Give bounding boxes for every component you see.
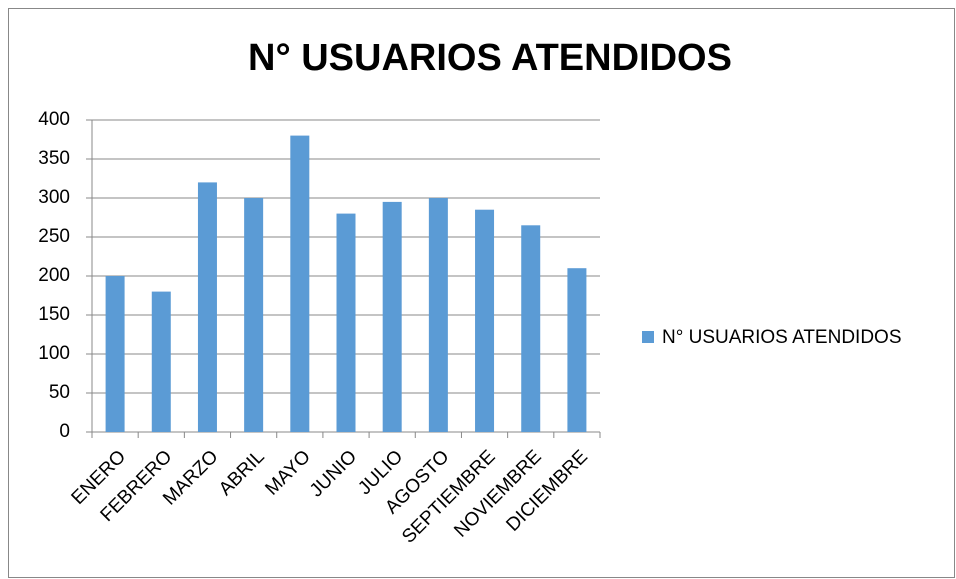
bar [336, 213, 356, 432]
bar [521, 225, 541, 432]
y-tick-label: 100 [38, 343, 70, 364]
legend-swatch [642, 331, 654, 343]
y-tick-label: 200 [38, 265, 70, 286]
bar [475, 209, 495, 432]
y-tick-label: 400 [38, 109, 70, 130]
bar [290, 135, 310, 432]
bar [197, 182, 217, 432]
y-tick-label: 0 [59, 421, 70, 442]
y-tick-label: 300 [38, 187, 70, 208]
bar [567, 268, 587, 432]
bar [151, 291, 171, 432]
bar [244, 198, 264, 432]
legend-label: N° USUARIOS ATENDIDOS [662, 327, 902, 348]
y-tick-label: 250 [38, 226, 70, 247]
bar [428, 198, 448, 432]
chart-title: N° USUARIOS ATENDIDOS [248, 37, 732, 79]
y-tick-label: 50 [49, 382, 70, 403]
y-tick-label: 150 [38, 304, 70, 325]
bar [382, 201, 402, 432]
bar [105, 276, 125, 432]
y-tick-label: 350 [38, 148, 70, 169]
